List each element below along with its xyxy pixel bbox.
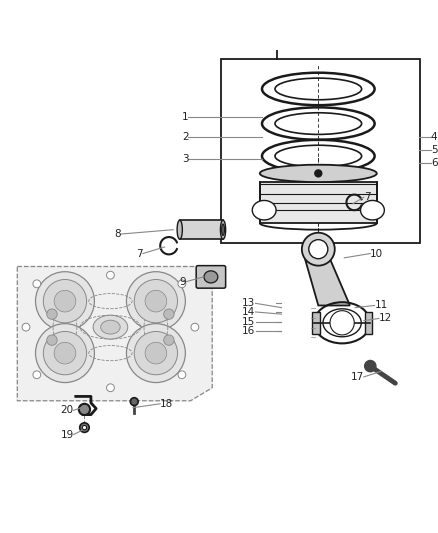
Text: 18: 18 [160,399,173,409]
Text: 20: 20 [60,405,74,415]
FancyBboxPatch shape [196,265,226,288]
Text: 12: 12 [379,313,392,324]
Circle shape [79,404,90,415]
Circle shape [330,311,354,335]
Ellipse shape [252,200,276,220]
Text: 7: 7 [136,248,143,259]
Circle shape [127,324,185,383]
Circle shape [106,384,114,392]
Text: 10: 10 [370,248,383,259]
Text: 9: 9 [180,277,186,287]
Circle shape [164,335,174,345]
Circle shape [315,170,322,177]
Circle shape [302,233,335,265]
Text: 16: 16 [242,326,255,336]
Circle shape [35,324,95,383]
Bar [312,312,320,334]
Circle shape [134,279,177,323]
Ellipse shape [360,200,385,220]
Circle shape [47,335,57,345]
Circle shape [82,425,87,430]
Text: 11: 11 [374,301,388,311]
Bar [365,312,372,334]
Ellipse shape [204,271,218,283]
Circle shape [178,280,186,288]
Polygon shape [18,266,212,401]
Circle shape [178,371,186,378]
Text: 19: 19 [60,430,74,440]
Text: 13: 13 [242,298,255,308]
Ellipse shape [220,220,226,239]
Circle shape [43,332,87,375]
Text: 2: 2 [182,132,188,142]
Circle shape [35,272,95,330]
Text: 6: 6 [431,158,438,167]
Text: 15: 15 [242,317,255,327]
Text: 8: 8 [115,229,121,239]
Circle shape [365,360,376,372]
Circle shape [54,290,76,312]
Text: 5: 5 [431,144,438,155]
Ellipse shape [101,320,120,334]
Circle shape [33,371,41,378]
Circle shape [43,279,87,323]
Bar [180,220,223,239]
Ellipse shape [260,165,377,182]
Ellipse shape [177,220,182,239]
Circle shape [145,342,167,364]
Circle shape [127,272,185,330]
Ellipse shape [222,224,224,236]
Ellipse shape [93,315,128,339]
Circle shape [22,323,30,331]
Circle shape [164,309,174,319]
Circle shape [309,240,328,259]
Text: 1: 1 [182,112,188,122]
Bar [260,182,377,223]
Circle shape [54,342,76,364]
Circle shape [145,290,167,312]
Circle shape [134,332,177,375]
FancyBboxPatch shape [221,59,420,243]
Circle shape [131,398,138,406]
Text: 17: 17 [350,372,364,382]
Circle shape [47,309,57,319]
Circle shape [33,280,41,288]
Polygon shape [305,260,350,305]
Text: 14: 14 [242,307,255,317]
Circle shape [106,271,114,279]
Circle shape [80,423,89,432]
Text: 3: 3 [182,154,188,164]
Text: 4: 4 [431,132,438,142]
Circle shape [191,323,199,331]
Text: 7: 7 [364,192,371,202]
